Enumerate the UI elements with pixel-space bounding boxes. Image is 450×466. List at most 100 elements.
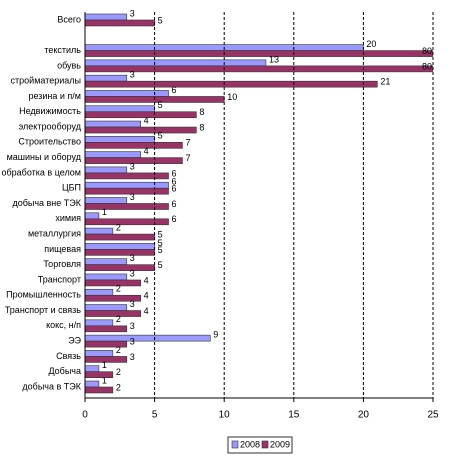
bar (85, 111, 197, 119)
y-tick-label: резина и п/м (28, 91, 81, 101)
data-label: 3 (130, 352, 135, 362)
y-tick-label: Добыча (48, 366, 81, 376)
data-label: 3 (130, 299, 135, 309)
data-label: 3 (130, 253, 135, 263)
bar (85, 365, 100, 373)
y-tick-label: стройматериалы (11, 76, 81, 86)
bar (85, 350, 114, 357)
bar (85, 227, 114, 235)
data-label: 4 (144, 275, 149, 285)
bar (85, 157, 183, 164)
data-label: 21 (380, 77, 390, 87)
x-tick-label: 0 (82, 410, 88, 421)
y-tick-label: обувь (57, 60, 81, 70)
bar (85, 294, 141, 302)
data-label: 3 (130, 70, 135, 80)
bar (85, 13, 128, 21)
data-label: 5 (158, 238, 163, 248)
bar (85, 65, 433, 73)
data-label: 6 (172, 199, 177, 209)
legend-box (227, 436, 293, 454)
data-label: 2 (116, 284, 121, 294)
bar (85, 181, 169, 189)
y-tick-label: Недвижимость (19, 106, 81, 116)
data-label: 5 (158, 260, 163, 270)
data-label: 6 (172, 214, 177, 224)
data-label: 4 (144, 291, 149, 301)
data-label: 6 (172, 184, 177, 194)
data-label: 1 (102, 207, 107, 217)
y-tick-label: пищевая (44, 244, 81, 254)
legend-swatch (261, 440, 269, 449)
data-label: 2 (116, 314, 121, 324)
legend-label: 2008 (240, 439, 260, 449)
bar (85, 340, 128, 348)
bar (85, 258, 128, 265)
bar (85, 386, 114, 394)
data-label: 1 (102, 375, 107, 385)
data-label: 7 (185, 138, 190, 148)
bar (85, 264, 155, 271)
y-tick-label: Строительство (18, 137, 81, 147)
bar (85, 212, 100, 220)
data-label: 5 (158, 100, 163, 110)
y-tick-label: Транспорт и связь (5, 305, 81, 315)
bar (85, 380, 100, 388)
bar (85, 334, 211, 342)
bar (85, 288, 114, 296)
data-label: 13 (269, 54, 279, 64)
data-label: 3 (130, 161, 135, 171)
y-tick-label: машины и оборуд (7, 152, 82, 162)
legend-label: 2009 (270, 439, 290, 449)
x-tick-label: 15 (288, 410, 300, 421)
y-tick-label: ЦБП (62, 183, 81, 193)
bar (85, 203, 169, 210)
bar (85, 233, 155, 241)
data-label: 3 (130, 192, 135, 202)
y-tick-label: добыча вне ТЭК (12, 198, 81, 208)
data-label: 9 (213, 330, 218, 340)
data-label: 2 (116, 222, 121, 232)
data-label: 6 (172, 168, 177, 178)
data-label: 80 (422, 61, 432, 71)
bar (85, 279, 141, 287)
data-label: 2 (116, 382, 121, 392)
bar (85, 218, 169, 226)
data-label: 4 (144, 146, 149, 156)
data-label: 10 (227, 92, 237, 102)
y-tick-label: кокс, н/п (46, 320, 81, 330)
bar (85, 50, 433, 57)
bar (85, 126, 197, 134)
data-label: 3 (130, 321, 135, 331)
bar (85, 172, 169, 180)
y-tick-label: Всего (57, 14, 81, 24)
y-tick-label: добыча в ТЭК (22, 381, 81, 391)
bar (85, 319, 114, 327)
bar (85, 142, 183, 149)
bar (85, 120, 141, 128)
bar (85, 249, 155, 256)
y-tick-label: текстиль (44, 45, 81, 55)
data-label: 2 (116, 345, 121, 355)
data-label: 20 (366, 39, 376, 49)
y-tick-label: Промышленность (6, 290, 81, 300)
bar (85, 59, 267, 67)
data-label: 4 (144, 306, 149, 316)
bar (85, 74, 128, 82)
data-label: 1 (102, 360, 107, 370)
y-tick-label: ЭЭ (68, 336, 81, 346)
bar (85, 19, 155, 27)
bar (85, 304, 128, 311)
data-label: 4 (144, 115, 149, 125)
data-label: 5 (158, 131, 163, 141)
x-tick-label: 20 (358, 410, 370, 421)
bar (85, 310, 141, 317)
data-label: 7 (185, 153, 190, 163)
bar (85, 151, 141, 158)
bar (85, 356, 128, 363)
data-label: 3 (130, 337, 135, 347)
bar (85, 105, 155, 113)
data-label: 8 (199, 107, 204, 117)
data-label: 5 (158, 245, 163, 255)
